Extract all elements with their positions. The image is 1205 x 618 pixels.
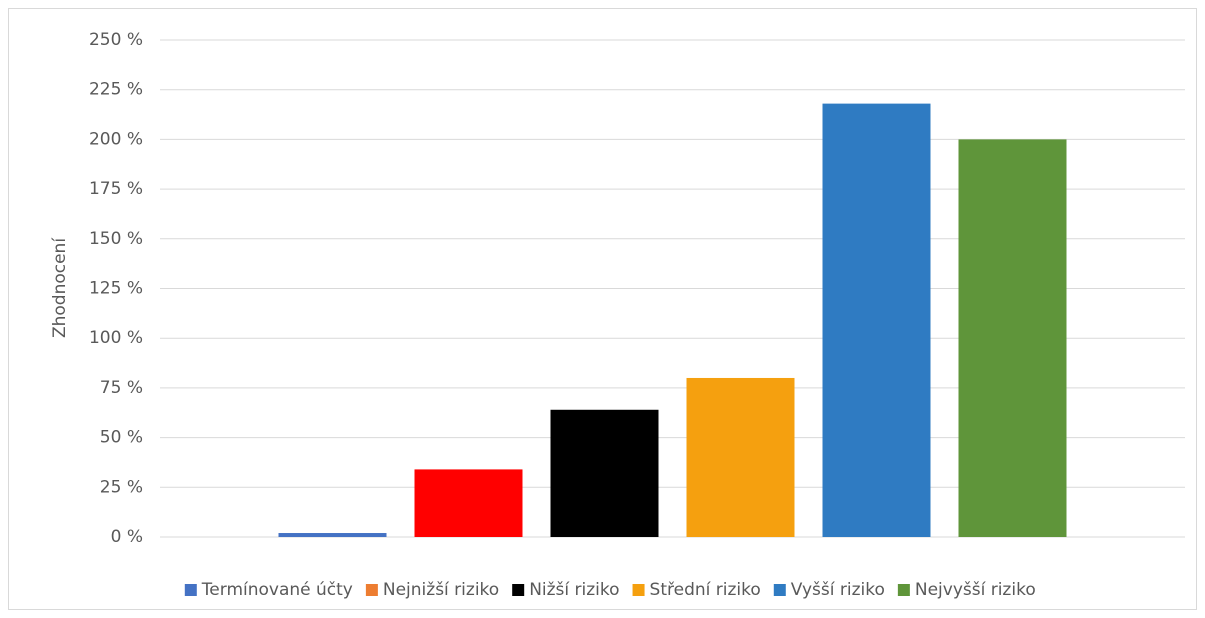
legend-label: Nižší riziko [529,580,619,600]
bar [958,139,1067,537]
bar [686,377,795,537]
y-tick-label: 125 % [89,279,143,299]
bar [822,103,931,537]
legend-swatch [365,584,378,596]
y-tick-label: 200 % [89,129,143,149]
y-tick-label: 75 % [100,378,143,398]
legend-swatch [773,584,786,596]
y-tick-label: 25 % [100,477,143,497]
legend-swatch [512,584,525,596]
bar [414,469,523,537]
legend-swatch [184,584,197,596]
legend-label: Termínované účty [201,580,353,600]
legend-swatch [632,584,645,596]
y-tick-label: 175 % [89,179,143,199]
y-axis-label: Zhodnocení [50,237,70,338]
legend-label: Vyšší riziko [791,580,885,600]
y-tick-label: 100 % [89,328,143,348]
bar [278,533,387,537]
y-tick-label: 0 % [111,527,143,547]
y-tick-label: 50 % [100,428,143,448]
y-tick-label: 225 % [89,80,143,100]
y-tick-label: 150 % [89,229,143,249]
legend-label: Nejnižší riziko [383,580,499,600]
y-tick-label: 250 % [89,30,143,50]
legend-swatch [897,584,910,596]
legend-label: Nejvyšší riziko [915,580,1036,600]
bar [550,409,659,537]
legend-label: Střední riziko [650,580,761,600]
